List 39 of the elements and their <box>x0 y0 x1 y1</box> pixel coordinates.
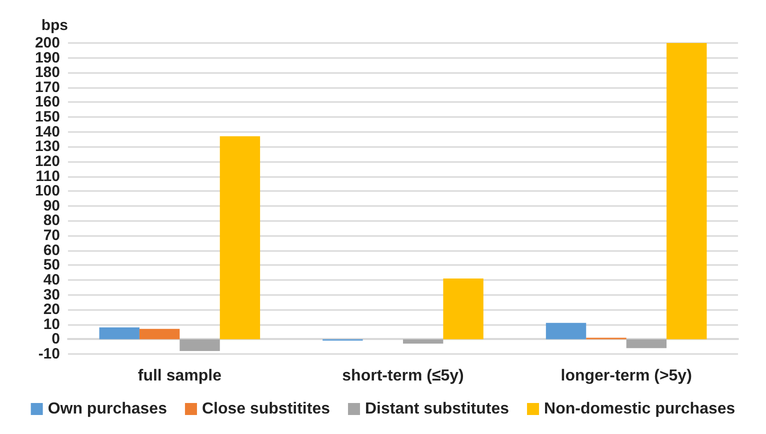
y-tick-label: 90 <box>43 197 60 214</box>
y-tick-label: 120 <box>34 152 60 170</box>
bar <box>180 339 220 352</box>
bar <box>99 327 140 340</box>
y-tick-label: 100 <box>34 182 60 200</box>
y-tick-label: 150 <box>34 108 60 126</box>
y-tick-label: 200 <box>34 34 60 52</box>
bar <box>626 339 667 348</box>
y-tick-label: 50 <box>43 256 60 274</box>
legend-label: Close substitites <box>202 400 330 418</box>
x-tick-label: short-term (≤5y) <box>342 368 464 384</box>
legend-label: Distant substitutes <box>365 400 510 418</box>
y-tick-label: 140 <box>34 123 60 140</box>
bar <box>443 278 484 340</box>
y-tick-label: 160 <box>34 94 60 111</box>
y-tick-label: 60 <box>43 242 60 259</box>
y-tick-label: 180 <box>34 64 60 82</box>
bar <box>666 43 707 340</box>
y-tick-label: 30 <box>43 286 60 304</box>
bar <box>403 339 444 344</box>
bar <box>139 328 180 340</box>
y-tick-label: 130 <box>34 138 60 156</box>
y-tick-label: 0 <box>52 330 60 348</box>
legend-label: Non-domestic purchases <box>544 400 736 418</box>
y-tick-label: 190 <box>34 49 60 66</box>
y-tick-label: 110 <box>36 168 60 185</box>
bar <box>220 136 260 340</box>
y-tick-label: 170 <box>34 78 60 96</box>
bar <box>546 322 586 340</box>
y-tick-label: -10 <box>38 346 60 362</box>
x-tick-label: longer-term (>5y) <box>560 368 692 384</box>
y-tick-label: 40 <box>43 271 60 288</box>
y-tick-label: 20 <box>43 301 60 318</box>
y-tick-label: 80 <box>43 212 60 230</box>
x-tick-label: full sample <box>138 368 222 384</box>
y-axis-title: bps <box>41 17 68 34</box>
y-tick-label: 10 <box>43 316 60 333</box>
y-tick-label: 70 <box>43 227 60 244</box>
legend-label: Own purchases <box>48 400 168 418</box>
